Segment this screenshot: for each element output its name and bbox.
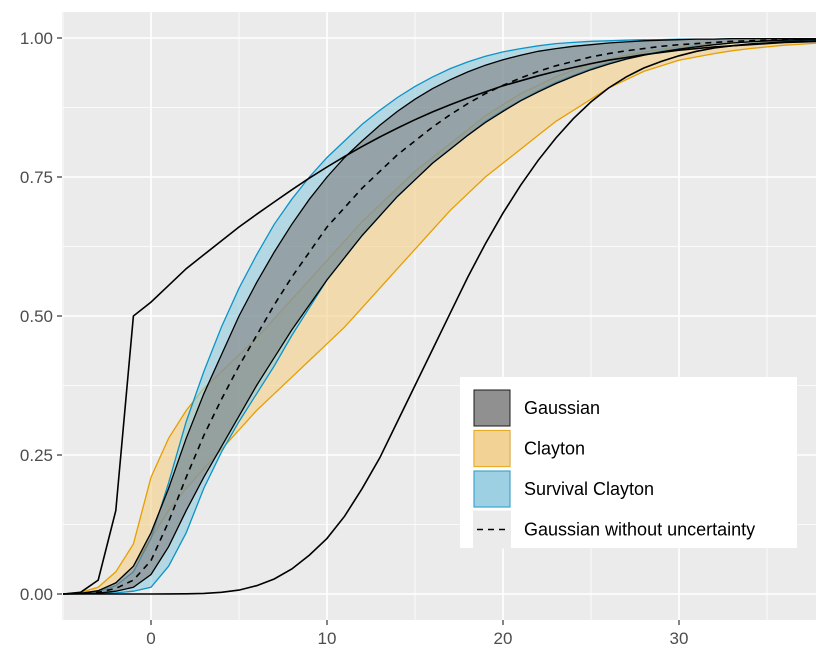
legend-swatch-survival bbox=[473, 470, 511, 508]
lines bbox=[62, 38, 816, 595]
y-tick-label: 0.75 bbox=[20, 168, 53, 187]
x-tick-label: 20 bbox=[494, 629, 513, 648]
y-tick-label: 0.50 bbox=[20, 307, 53, 326]
legend-swatch-gaussian bbox=[473, 389, 511, 427]
legend-label-survival: Survival Clayton bbox=[524, 479, 654, 499]
axes: 0.00 0.25 0.50 0.75 1.00 0 10 20 30 bbox=[20, 29, 689, 648]
x-tick-label: 30 bbox=[670, 629, 689, 648]
band-clayton bbox=[63, 39, 816, 594]
legend: Gaussian Clayton Survival Clayton Gaussian … bbox=[460, 377, 797, 549]
line-lower-bound bbox=[63, 40, 816, 595]
band-gaussian-lower-edge bbox=[62, 38, 816, 595]
legend-label-gaussian: Gaussian bbox=[524, 398, 600, 418]
band-gaussian-upper-edge bbox=[62, 37, 816, 595]
x-tick-label: 0 bbox=[146, 629, 155, 648]
y-tick-label: 0.00 bbox=[20, 585, 53, 604]
y-tick-label: 0.25 bbox=[20, 446, 53, 465]
line-upper-bound bbox=[62, 40, 816, 595]
legend-swatch-clayton bbox=[473, 430, 511, 467]
x-tick-label: 10 bbox=[318, 629, 337, 648]
legend-background bbox=[460, 377, 797, 548]
band-gaussian bbox=[63, 38, 816, 594]
legend-label-clayton: Clayton bbox=[524, 439, 585, 459]
legend-label-nounc: Gaussian without uncertainty bbox=[524, 520, 755, 540]
y-tick-label: 1.00 bbox=[20, 29, 53, 48]
bands bbox=[62, 37, 816, 595]
